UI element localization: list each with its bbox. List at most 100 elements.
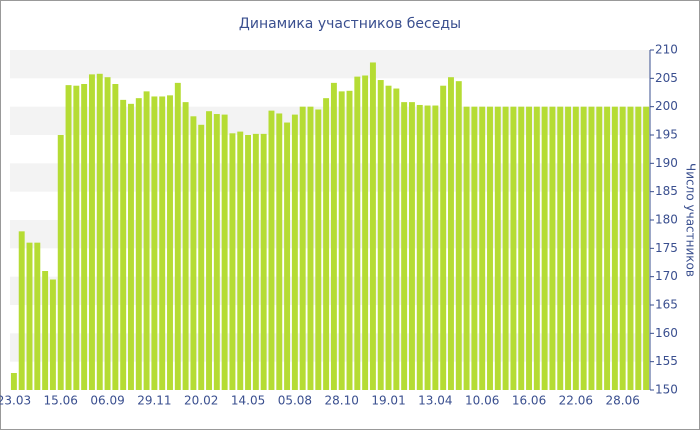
bar xyxy=(635,106,642,391)
y-tick-label: 155 xyxy=(655,354,678,368)
x-tick-label: 13.04 xyxy=(418,394,452,408)
bar xyxy=(167,95,173,390)
y-tick-label: 160 xyxy=(655,326,678,340)
bar xyxy=(448,77,454,390)
bar xyxy=(206,111,212,390)
x-tick-label: 05.08 xyxy=(278,394,312,408)
bar xyxy=(580,106,587,391)
bar xyxy=(526,106,532,391)
x-tick-label: 19.01 xyxy=(371,394,405,408)
bar xyxy=(565,106,572,391)
bar xyxy=(42,271,49,390)
bar xyxy=(299,106,306,391)
bar xyxy=(65,85,72,390)
bar xyxy=(143,91,150,390)
bar xyxy=(424,105,431,391)
x-tick-label: 14.05 xyxy=(231,394,265,408)
bar xyxy=(479,106,486,391)
bar xyxy=(260,133,267,390)
bar xyxy=(408,102,415,390)
x-tick-label: 16.06 xyxy=(512,394,546,408)
bar xyxy=(18,231,25,390)
bar xyxy=(354,76,361,390)
bar xyxy=(604,106,611,391)
x-tick-label: 28.10 xyxy=(325,394,359,408)
bar xyxy=(401,102,408,390)
bar xyxy=(221,114,228,390)
grid-band xyxy=(10,50,650,79)
bar xyxy=(213,114,220,391)
y-tick-label: 185 xyxy=(655,184,678,198)
bar xyxy=(557,106,564,391)
bar xyxy=(533,106,540,391)
bar xyxy=(151,96,158,390)
bar xyxy=(463,106,470,391)
y-tick-label: 165 xyxy=(655,298,678,312)
bar xyxy=(135,98,142,391)
bar xyxy=(502,106,509,391)
bar xyxy=(268,110,275,390)
bar xyxy=(377,80,384,391)
y-tick-label: 190 xyxy=(655,156,678,170)
bar xyxy=(26,242,33,390)
bar xyxy=(627,106,634,391)
bar xyxy=(572,106,579,391)
x-tick-label: 29.11 xyxy=(137,394,171,408)
x-tick-label: 15.06 xyxy=(44,394,78,408)
bar xyxy=(57,135,64,390)
bar xyxy=(34,242,41,390)
bar xyxy=(120,99,127,390)
bar xyxy=(487,106,493,391)
bar xyxy=(362,75,369,390)
bar xyxy=(284,122,291,391)
bar xyxy=(346,90,353,391)
bar xyxy=(252,133,259,390)
y-axis-label: Число участников xyxy=(684,163,698,277)
bar xyxy=(49,279,56,390)
bar xyxy=(416,104,423,390)
bar xyxy=(190,116,197,391)
y-tick-label: 170 xyxy=(655,269,678,283)
bar xyxy=(174,82,181,390)
bar xyxy=(73,85,80,390)
bar xyxy=(338,91,345,390)
bar xyxy=(159,96,166,390)
bar xyxy=(619,106,626,391)
bar xyxy=(237,131,244,390)
bar xyxy=(198,124,205,391)
x-tick-label: 23.03 xyxy=(0,394,31,408)
bar xyxy=(88,74,95,390)
y-tick-label: 175 xyxy=(655,241,678,255)
bar xyxy=(182,102,189,390)
x-tick-label: 10.06 xyxy=(465,394,499,408)
bar xyxy=(369,62,376,390)
y-tick-label: 210 xyxy=(655,43,678,57)
bar xyxy=(229,133,236,391)
bar xyxy=(494,106,501,391)
bar xyxy=(611,106,618,391)
bar xyxy=(440,85,447,390)
x-tick-label: 06.09 xyxy=(90,394,124,408)
bar xyxy=(510,106,517,391)
y-tick-label: 150 xyxy=(655,383,678,397)
y-tick-label: 180 xyxy=(655,213,678,227)
bar xyxy=(330,82,337,390)
chart-title: Динамика участников беседы xyxy=(239,16,461,32)
bar xyxy=(323,98,330,391)
x-tick-label: 28.06 xyxy=(606,394,640,408)
bar xyxy=(81,84,88,390)
bar xyxy=(588,106,595,391)
bar xyxy=(276,113,283,390)
bar xyxy=(245,135,252,390)
bar xyxy=(643,106,650,391)
bar xyxy=(596,106,603,391)
bar xyxy=(455,81,462,391)
bar xyxy=(291,114,298,390)
bar xyxy=(104,77,111,390)
y-tick-label: 195 xyxy=(655,128,678,142)
bar xyxy=(518,106,525,391)
bar xyxy=(112,84,119,390)
bar xyxy=(315,109,322,390)
bar xyxy=(549,106,556,391)
